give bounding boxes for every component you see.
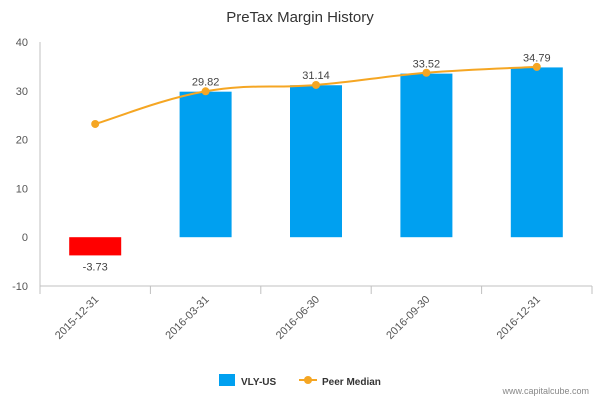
peer-median-point: [312, 80, 320, 89]
legend-label-vly-us: VLY-US: [241, 377, 277, 388]
chart-legend: VLY-US Peer Median: [219, 374, 381, 388]
line-series: [91, 62, 541, 128]
peer-median-point: [532, 62, 541, 71]
x-tick-label: 2015-12-31: [53, 294, 101, 342]
credit-text: www.capitalcube.com: [501, 386, 589, 396]
x-tick-label: 2016-12-31: [495, 294, 543, 342]
bar: [510, 67, 563, 238]
bar-data-label: 34.79: [523, 52, 551, 64]
legend-marker-peer: [304, 376, 312, 384]
bar: [179, 91, 232, 238]
bar: [290, 85, 342, 238]
x-tick-label: 2016-03-31: [163, 294, 211, 342]
bar-data-label: -3.73: [83, 261, 108, 273]
bar: [69, 237, 122, 256]
y-tick-label: 20: [16, 135, 28, 147]
y-tick-label: 0: [22, 232, 28, 244]
y-tick-label: 40: [16, 37, 28, 49]
x-tick-label: 2016-09-30: [384, 294, 432, 342]
y-tick-label: 30: [16, 86, 28, 98]
bar: [400, 73, 453, 238]
peer-median-point: [201, 87, 210, 96]
y-tick-label: 10: [16, 183, 28, 195]
legend-label-peer-median: Peer Median: [322, 377, 381, 388]
chart-title: PreTax Margin History: [226, 9, 374, 26]
bar-series: [69, 67, 563, 256]
bar-data-label: 33.52: [413, 59, 441, 71]
legend-swatch-bar: [219, 374, 235, 386]
y-tick-label: -10: [12, 281, 28, 293]
x-tick-label: 2016-06-30: [274, 294, 322, 342]
bar-data-label: 29.82: [192, 77, 220, 89]
bar-data-label: 31.14: [302, 70, 330, 82]
data-labels: -3.73 29.82 31.14 33.52 34.79: [83, 52, 551, 273]
peer-median-point: [91, 119, 100, 128]
peer-median-point: [422, 68, 431, 77]
